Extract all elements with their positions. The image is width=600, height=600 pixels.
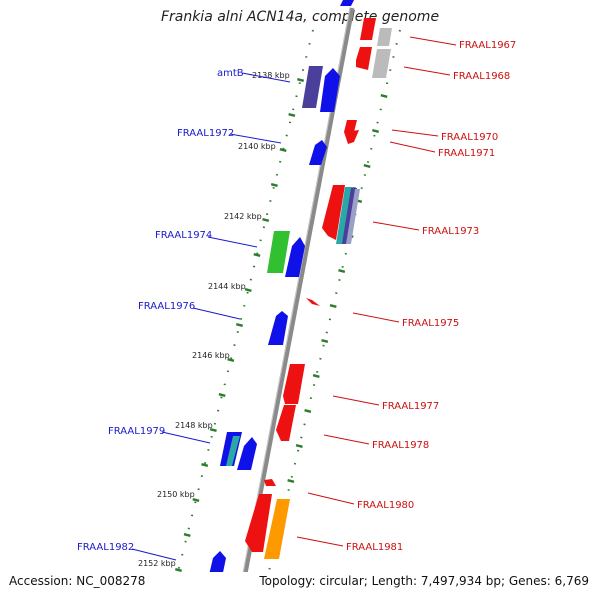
gene-FRAAL1975[interactable]: [306, 298, 320, 306]
label-FRAAL1982[interactable]: FRAAL1982: [77, 542, 134, 553]
major-tick: [183, 533, 191, 537]
gene-amtB[interactable]: [302, 66, 340, 112]
label-FRAAL1970[interactable]: FRAAL1970: [441, 132, 498, 143]
gene-FRAAL1973[interactable]: [322, 185, 360, 244]
major-tick: [279, 148, 287, 152]
gene-FRAAL1974-b[interactable]: [285, 237, 305, 277]
major-tick: [253, 253, 261, 257]
major-tick: [312, 374, 320, 378]
gene-FRAAL1979[interactable]: [220, 432, 257, 470]
kbp-label: 2146 kbp: [192, 351, 230, 360]
gene-bottom-blue: [203, 594, 216, 600]
gene-FRAAL1980[interactable]: [245, 494, 272, 552]
gene-FRAAL1972[interactable]: [309, 140, 327, 165]
major-tick: [288, 113, 296, 117]
major-tick: [304, 409, 312, 413]
major-tick: [201, 463, 209, 467]
label-FRAAL1981[interactable]: FRAAL1981: [346, 542, 403, 553]
accession-text: Accession: NC_008278: [9, 574, 146, 588]
kbp-labels: 2138 kbp 2140 kbp 2142 kbp 2144 kbp 2146…: [138, 71, 290, 568]
label-FRAAL1974[interactable]: FRAAL1974: [155, 230, 212, 241]
label-FRAAL1976[interactable]: FRAAL1976: [138, 301, 195, 312]
label-FRAAL1975[interactable]: FRAAL1975: [402, 318, 459, 329]
gene-FRAAL1967[interactable]: [360, 18, 392, 46]
major-tick: [218, 393, 226, 397]
gene-bottom-purple: [185, 586, 200, 600]
gene-FRAAL1977[interactable]: [283, 364, 305, 404]
gene-FRAAL1982[interactable]: [205, 551, 226, 592]
kbp-label: 2150 kbp: [157, 490, 195, 499]
kbp-label: 2142 kbp: [224, 212, 262, 221]
label-FRAAL1980[interactable]: FRAAL1980: [357, 500, 414, 511]
label-FRAAL1967[interactable]: FRAAL1967: [459, 40, 516, 51]
major-tick: [262, 218, 270, 222]
major-tick: [227, 358, 235, 362]
major-tick: [270, 183, 278, 187]
kbp-label: 2152 kbp: [138, 559, 176, 568]
gene-FRAAL1978[interactable]: [276, 405, 296, 441]
gene-FRAAL1971[interactable]: [344, 130, 359, 144]
label-FRAAL1972[interactable]: FRAAL1972: [177, 128, 234, 139]
major-tick: [363, 164, 371, 168]
major-tick: [297, 78, 305, 82]
major-tick: [209, 428, 217, 432]
kbp-label: 2144 kbp: [208, 282, 246, 291]
major-tick: [236, 323, 243, 327]
gene-FRAAL1968[interactable]: [356, 47, 391, 78]
kbp-label: 2148 kbp: [175, 421, 213, 430]
gene-FRAAL1974-a[interactable]: [267, 231, 290, 273]
major-tick: [372, 129, 380, 133]
kbp-label: 2138 kbp: [252, 71, 290, 80]
left-gene-labels: amtB FRAAL1972 FRAAL1974 FRAAL1976 FRAAL…: [77, 68, 291, 561]
gene-FRAAL1981[interactable]: [264, 499, 290, 559]
label-FRAAL1979[interactable]: FRAAL1979: [108, 426, 165, 437]
gene-top-blue: [340, 0, 354, 6]
right-gene-labels: FRAAL1967 FRAAL1968 FRAAL1970 FRAAL1971 …: [296, 36, 516, 553]
major-tick: [244, 288, 252, 292]
label-FRAAL1968[interactable]: FRAAL1968: [453, 71, 510, 82]
topology-text: Topology: circular; Length: 7,497,934 bp…: [259, 574, 589, 588]
gene-FRAAL1970[interactable]: [344, 120, 357, 132]
gene-FRAAL1980-small[interactable]: [264, 479, 276, 486]
major-tick: [192, 498, 200, 502]
label-amtB[interactable]: amtB: [217, 68, 244, 79]
major-tick: [287, 479, 295, 483]
label-FRAAL1973[interactable]: FRAAL1973: [422, 226, 479, 237]
kbp-label: 2140 kbp: [238, 142, 276, 151]
label-FRAAL1978[interactable]: FRAAL1978: [372, 440, 429, 451]
major-tick: [174, 568, 182, 572]
major-tick: [295, 444, 303, 448]
label-FRAAL1971[interactable]: FRAAL1971: [438, 148, 495, 159]
major-tick: [321, 339, 329, 343]
major-tick: [380, 94, 388, 98]
gene-FRAAL1976[interactable]: [268, 311, 288, 345]
major-tick: [338, 269, 346, 273]
major-tick: [329, 304, 337, 308]
label-FRAAL1977[interactable]: FRAAL1977: [382, 401, 439, 412]
